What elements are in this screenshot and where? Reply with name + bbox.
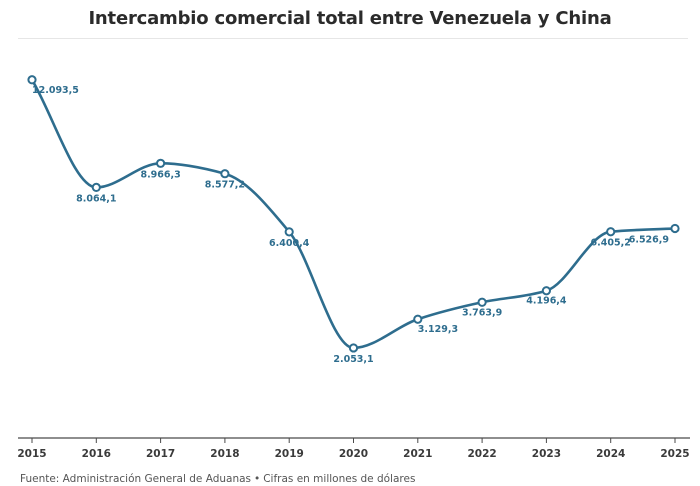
data-label: 8.577,2: [205, 180, 245, 191]
series-line: [30, 78, 677, 350]
data-label: 6.400,4: [269, 238, 310, 249]
data-label: 6.526,9: [629, 234, 669, 245]
x-tick-label: 2022: [467, 448, 496, 460]
x-tick-label: 2024: [596, 448, 625, 460]
data-label: 4.196,4: [526, 296, 567, 307]
data-point: [670, 223, 680, 234]
data-point: [27, 75, 37, 85]
x-tick-label: 2020: [339, 448, 368, 460]
data-point: [156, 158, 166, 168]
source-note: Fuente: Administración General de Aduana…: [20, 473, 252, 485]
data-point: [348, 343, 359, 353]
x-tick-label: 2017: [146, 448, 175, 460]
data-point: [541, 286, 552, 296]
x-tick-label: 2015: [17, 448, 46, 460]
x-tick-label: 2016: [82, 448, 111, 460]
data-point: [477, 297, 487, 307]
x-tick-label: 2025: [660, 448, 689, 460]
data-label: 8.966,3: [140, 169, 180, 180]
title-divider: [18, 38, 688, 39]
data-point: [284, 227, 294, 237]
data-label: 3.763,9: [462, 307, 502, 318]
footer-separator: •: [254, 473, 261, 485]
data-label: 3.129,3: [418, 324, 458, 335]
x-tick-label: 2023: [532, 448, 561, 460]
x-tick-label: 2019: [275, 448, 304, 460]
data-label: 12.093,5: [32, 85, 79, 96]
chart-footer: Fuente: Administración General de Aduana…: [20, 473, 415, 485]
data-label: 8.064,1: [76, 193, 116, 204]
line-chart: 2015 2016 2017 2018 2019 2020 2021 2022 2023 2024…: [17, 75, 690, 460]
data-point: [91, 182, 101, 193]
data-point: [220, 169, 230, 179]
units-note: Cifras en millones de dólares: [263, 473, 416, 485]
x-tick-label: 2021: [403, 448, 432, 460]
data-label: 6.405,2: [591, 238, 631, 249]
data-point: [606, 227, 616, 237]
x-tick-label: 2018: [210, 448, 239, 460]
chart-title: Intercambio comercial total entre Venezu…: [88, 8, 612, 29]
data-label: 2.053,1: [333, 354, 373, 365]
data-point: [413, 314, 423, 324]
